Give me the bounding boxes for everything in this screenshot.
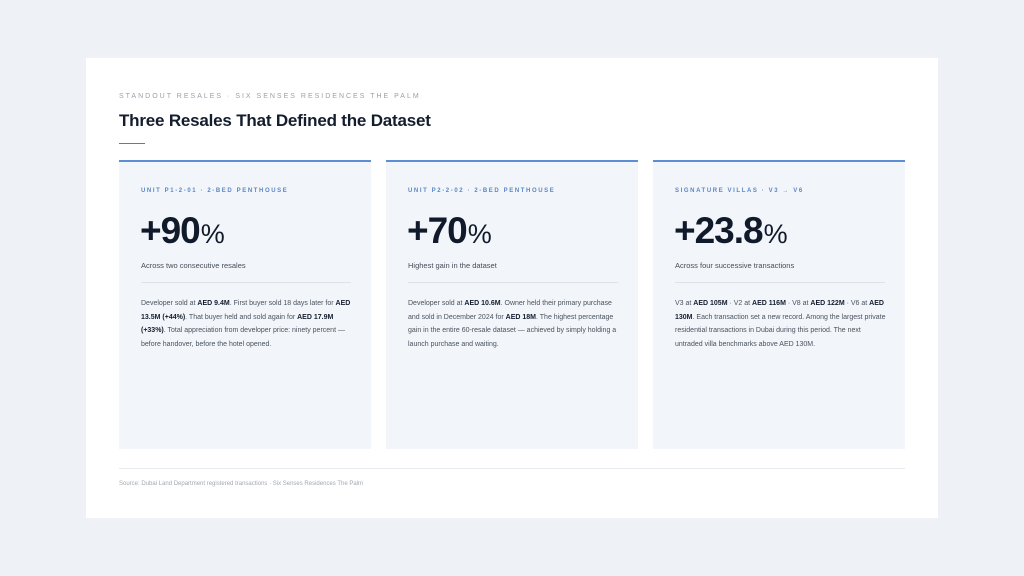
card-body: Developer sold at AED 10.6M. Owner held … <box>408 300 617 348</box>
page-title: Three Resales That Defined the Dataset <box>119 111 431 130</box>
body-emphasis: AED 122M <box>810 300 845 307</box>
card-stat: +70% <box>407 210 492 252</box>
stat-caption: Across four successive transactions <box>675 261 795 270</box>
stat-caption: Across two consecutive resales <box>141 261 246 270</box>
card-stat: +90% <box>140 210 225 252</box>
card-label: SIGNATURE VILLAS · V3 → V6 <box>675 188 804 194</box>
body-emphasis: AED 18M <box>505 313 537 321</box>
card-signature-villas: SIGNATURE VILLAS · V3 → V6 +23.8% Across… <box>653 160 905 449</box>
stat-value: +23.8 <box>674 210 764 251</box>
body-emphasis: AED 9.4M <box>197 300 230 307</box>
stat-unit: % <box>200 219 225 249</box>
body-emphasis: AED 17.9M (+33%) <box>141 313 334 335</box>
body-emphasis: AED 13.5M (+44%) <box>141 300 351 321</box>
card-stat: +23.8% <box>674 210 788 252</box>
body-emphasis: AED 10.6M <box>464 300 501 307</box>
card-divider <box>675 282 885 283</box>
slide: STANDOUT RESALES · SIX SENSES RESIDENCES… <box>86 58 938 518</box>
card-label: UNIT P2-2-02 · 2-BED PENTHOUSE <box>408 188 556 194</box>
body-emphasis: AED 105M <box>693 300 728 307</box>
footer-divider <box>119 468 905 469</box>
stat-unit: % <box>467 219 492 249</box>
card-divider <box>408 282 618 283</box>
stat-value: +90 <box>140 210 201 251</box>
title-accent-rule <box>119 143 145 144</box>
stat-caption: Highest gain in the dataset <box>408 261 497 270</box>
stat-value: +70 <box>407 210 468 251</box>
body-emphasis: AED 116M <box>752 300 786 307</box>
body-emphasis: AED 130M <box>675 300 884 321</box>
card-label: UNIT P1-2-01 · 2-BED PENTHOUSE <box>141 188 289 194</box>
stat-unit: % <box>763 219 788 249</box>
card-body: Developer sold at AED 9.4M. First buyer … <box>141 300 351 348</box>
eyebrow: STANDOUT RESALES · SIX SENSES RESIDENCES… <box>119 93 421 100</box>
card-divider <box>141 282 351 283</box>
source-note: Source: Dubai Land Department registered… <box>119 481 364 487</box>
card-body: V3 at AED 105M · V2 at AED 116M · V8 at … <box>675 300 886 348</box>
card-unit-p1-2-01: UNIT P1-2-01 · 2-BED PENTHOUSE +90% Acro… <box>119 160 371 449</box>
cards-row: UNIT P1-2-01 · 2-BED PENTHOUSE +90% Acro… <box>119 160 905 449</box>
card-unit-p2-2-02: UNIT P2-2-02 · 2-BED PENTHOUSE +70% High… <box>386 160 638 449</box>
